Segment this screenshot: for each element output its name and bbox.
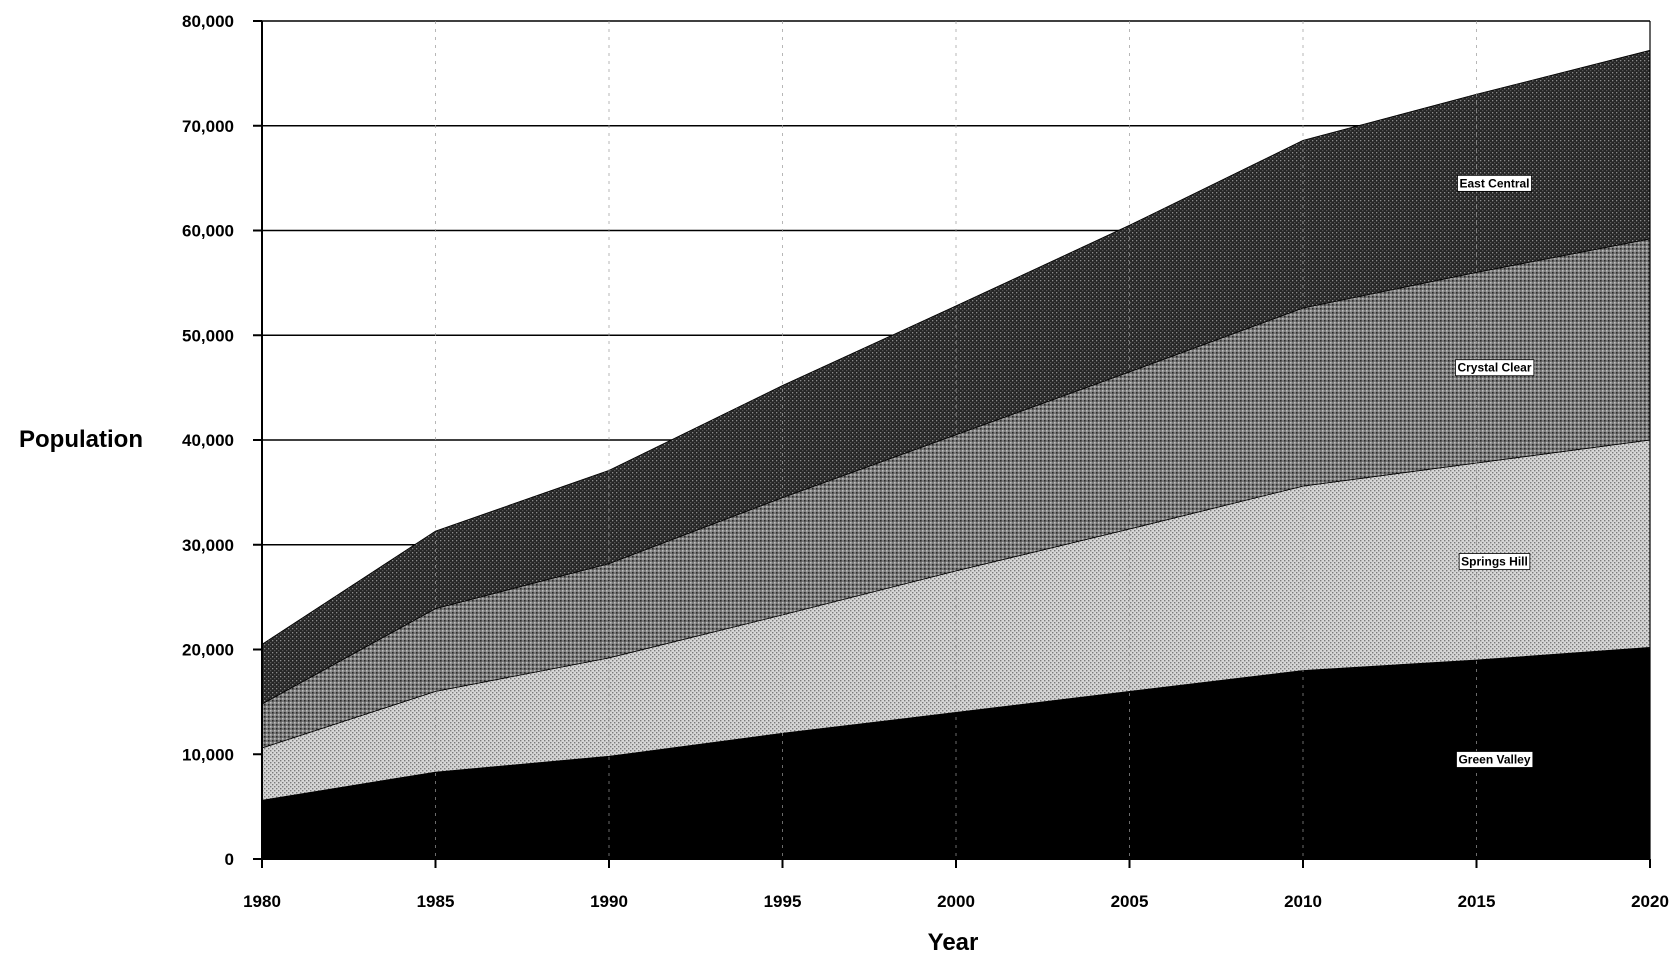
series-labels: Green Valley Springs Hill Crystal Clear Eas… (1455, 174, 1535, 768)
y-axis-title: Population (19, 426, 143, 453)
x-tick-label: 2000 (937, 892, 975, 911)
series-label-text: Green Valley (1458, 752, 1530, 766)
y-tick-label: 70,000 (182, 117, 234, 136)
series-label-box (1455, 359, 1535, 377)
series-label-box (1458, 553, 1531, 570)
x-tick-label: 2010 (1284, 892, 1322, 911)
y-tick-label: 40,000 (182, 431, 234, 450)
vertical-gridlines (435, 21, 1477, 859)
series-label-springs-hill: Springs Hill (1458, 553, 1531, 570)
y-tick-label: 80,000 (182, 12, 234, 31)
series-label-green-valley: Green Valley (1456, 751, 1534, 768)
series-label-crystal-clear: Crystal Clear (1455, 359, 1535, 377)
y-tick-label: 30,000 (182, 536, 234, 555)
y-tick-label: 20,000 (182, 641, 234, 660)
x-tick-label: 2005 (1111, 892, 1149, 911)
y-tick-label: 60,000 (182, 222, 234, 241)
series-label-text: Springs Hill (1461, 555, 1528, 569)
x-tick-label: 1995 (764, 892, 802, 911)
x-tick-labels: 1980 1985 1990 1995 2000 2005 2010 2015 2020 (243, 892, 1669, 911)
y-tick-label: 0 (225, 850, 234, 869)
y-tick-labels: 0 10,000 20,000 30,000 40,000 50,000 60,000 70,… (182, 12, 234, 869)
x-tick-label: 1980 (243, 892, 281, 911)
x-tick-label: 2015 (1458, 892, 1496, 911)
axes (253, 20, 1651, 868)
y-tick-label: 10,000 (182, 745, 234, 764)
x-tick-label: 2020 (1631, 892, 1669, 911)
series-label-box (1457, 174, 1532, 192)
x-tick-label: 1985 (417, 892, 455, 911)
series-label-text: East Central (1459, 176, 1529, 190)
x-axis-title: Year (928, 929, 979, 956)
x-tick-label: 1990 (590, 892, 628, 911)
series-label-text: Crystal Clear (1457, 361, 1531, 375)
y-tick-label: 50,000 (182, 326, 234, 345)
series-label-box (1456, 751, 1534, 768)
series-label-east-central: East Central (1457, 174, 1532, 192)
